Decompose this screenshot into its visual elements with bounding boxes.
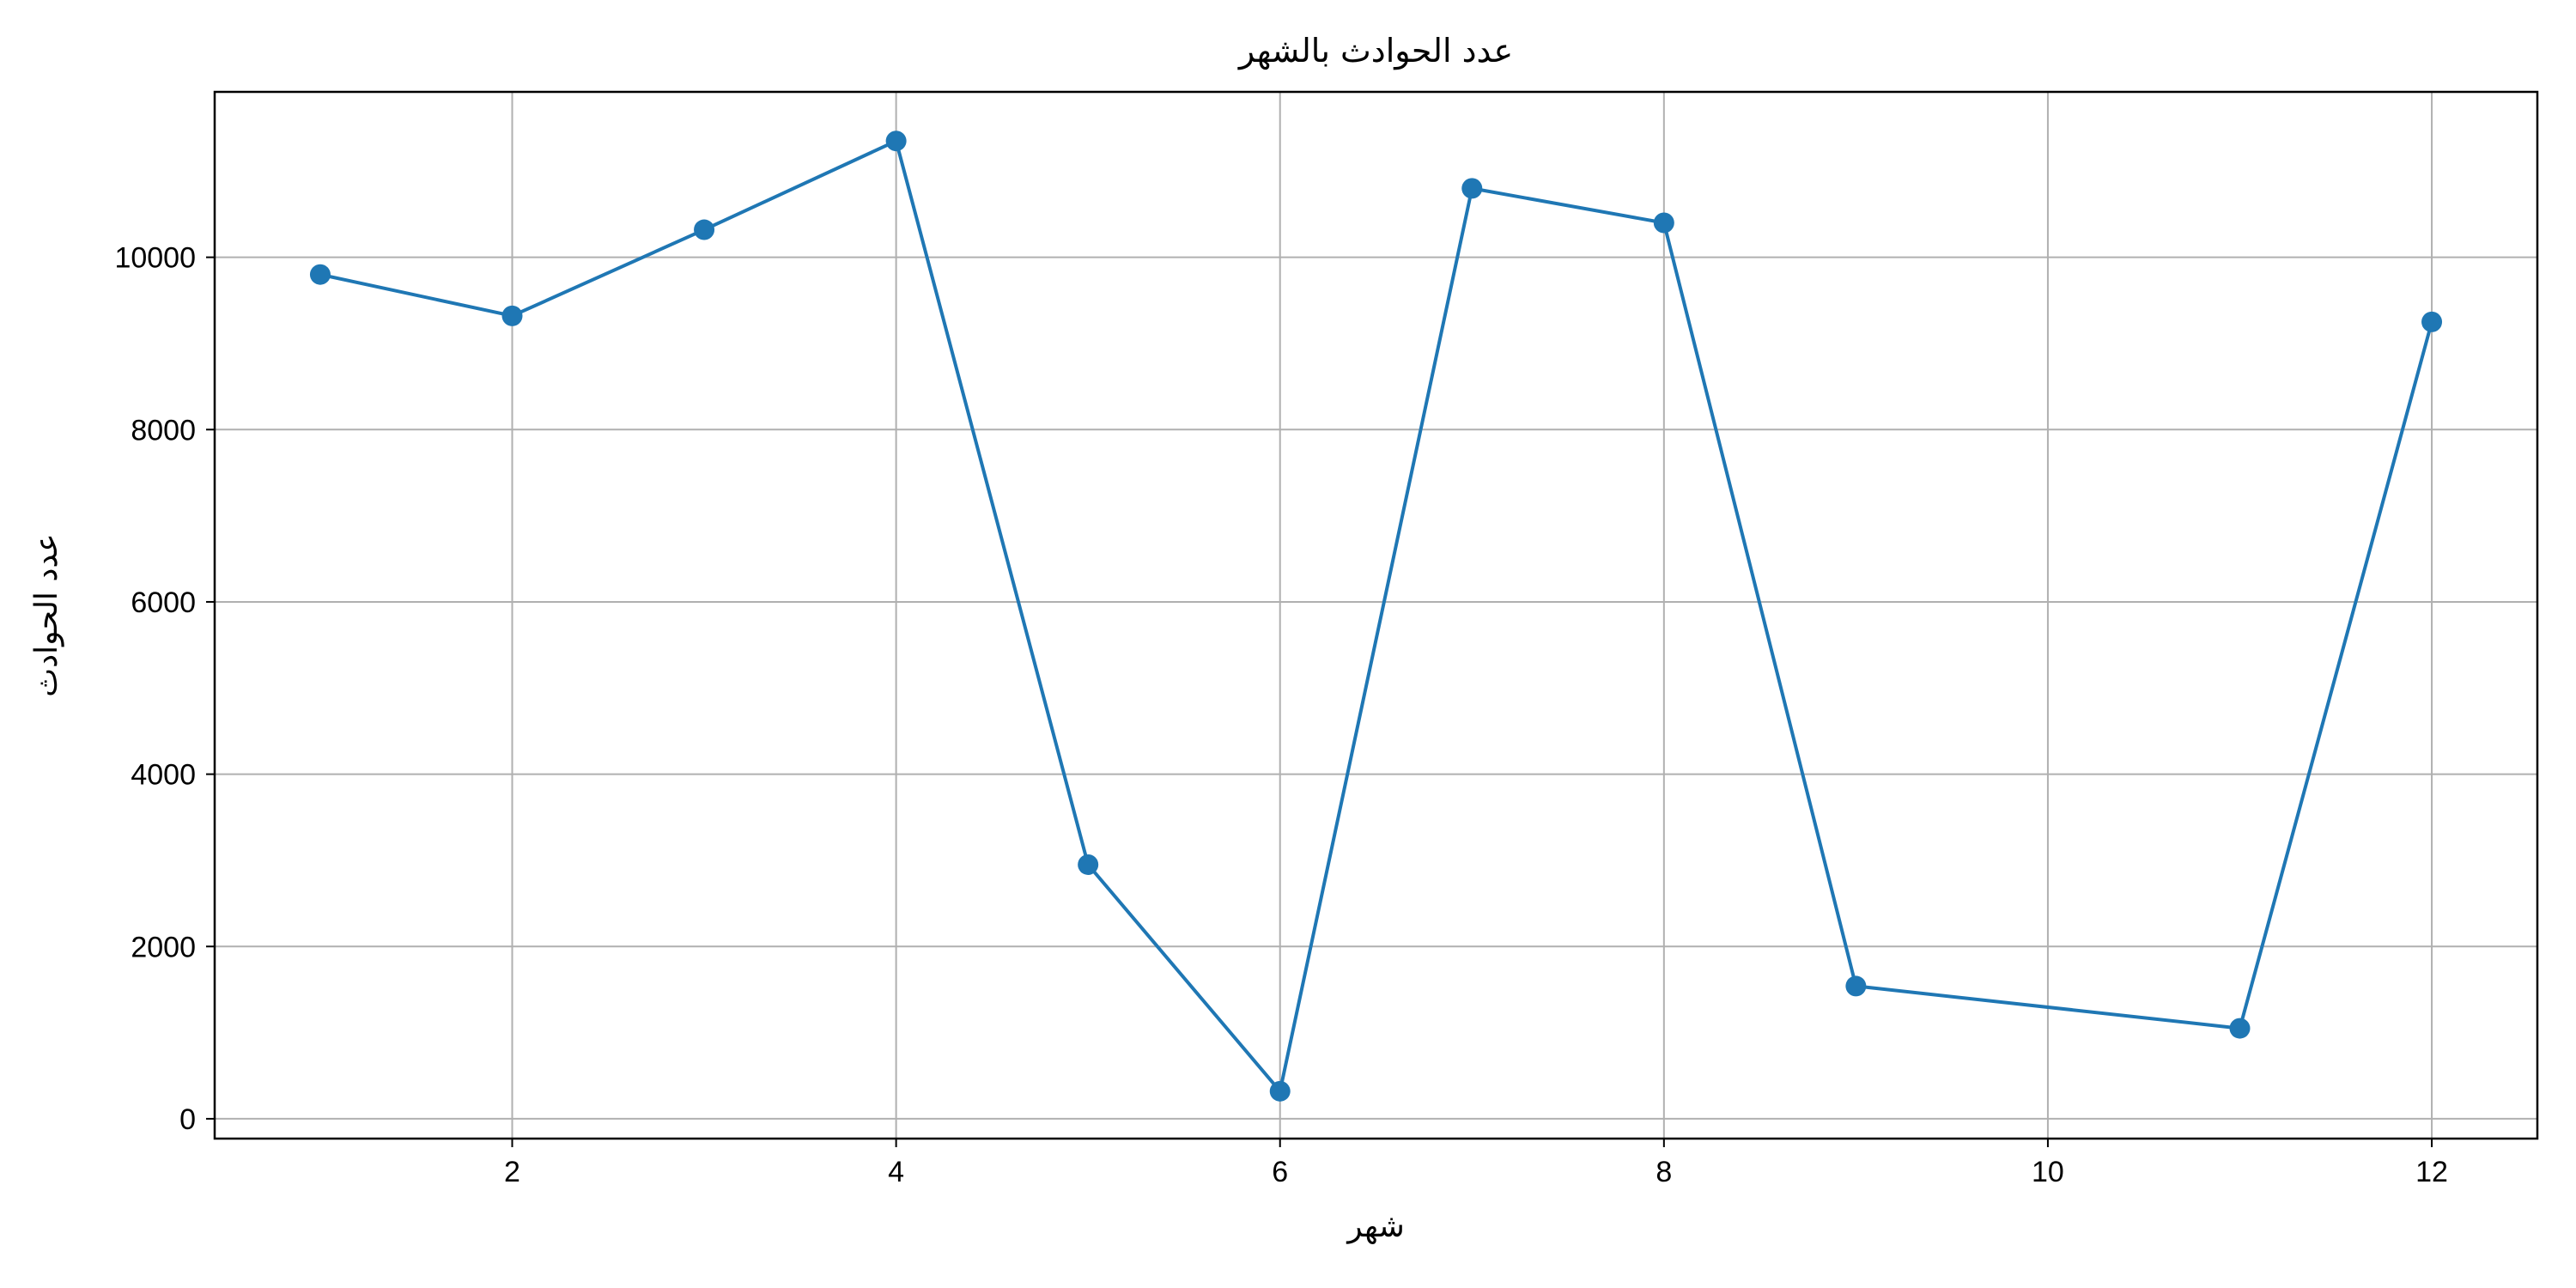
- data-point: [694, 219, 715, 240]
- data-point: [2421, 311, 2443, 332]
- y-tick-label: 0: [179, 1103, 196, 1136]
- x-tick-label: 12: [2415, 1156, 2448, 1188]
- data-point: [1461, 178, 1483, 199]
- data-point: [1653, 212, 1674, 234]
- plot-frame: [213, 90, 2539, 1140]
- x-tick-label: 2: [504, 1156, 520, 1188]
- data-point: [1078, 854, 1099, 875]
- data-point: [501, 305, 523, 326]
- x-tick-label: 6: [1272, 1156, 1288, 1188]
- y-tick-label: 8000: [131, 414, 196, 447]
- axis-ticks: 2 4 6 8 10 12 0 2000 4000 6000 8000 10000: [114, 242, 2448, 1188]
- y-axis-title: عدد الحوادث: [29, 533, 64, 697]
- data-point: [309, 264, 331, 285]
- data-point: [1845, 975, 1867, 997]
- data-point: [2229, 1018, 2251, 1039]
- data-point: [1269, 1080, 1291, 1102]
- series-layer: [309, 131, 2443, 1102]
- x-tick-label: 10: [2032, 1156, 2064, 1188]
- grid-lines: [215, 92, 2537, 1139]
- x-tick-label: 4: [888, 1156, 904, 1188]
- x-tick-label: 8: [1656, 1156, 1672, 1188]
- chart-title: عدد الحوادث بالشهر: [1237, 32, 1513, 70]
- x-axis-title: شهر: [1346, 1209, 1405, 1244]
- y-tick-label: 6000: [131, 586, 196, 619]
- y-tick-label: 10000: [114, 242, 196, 275]
- y-tick-label: 4000: [131, 759, 196, 792]
- data-point: [885, 131, 907, 152]
- y-tick-label: 2000: [131, 931, 196, 963]
